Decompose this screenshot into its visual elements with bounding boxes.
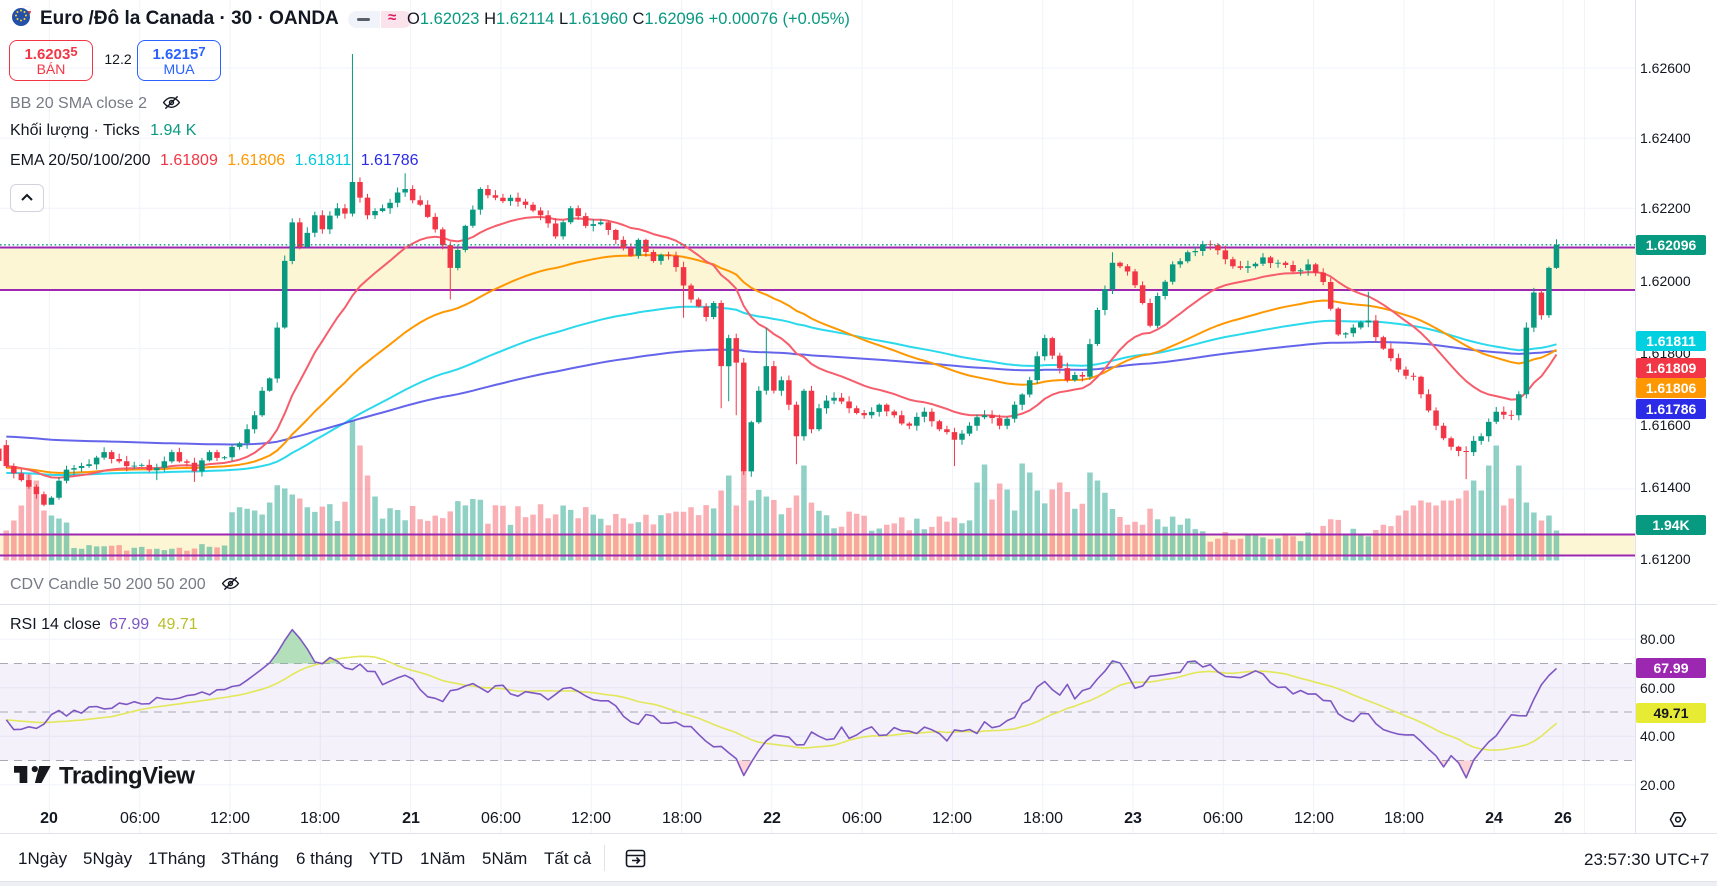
svg-text:TradingView: TradingView	[59, 766, 195, 790]
